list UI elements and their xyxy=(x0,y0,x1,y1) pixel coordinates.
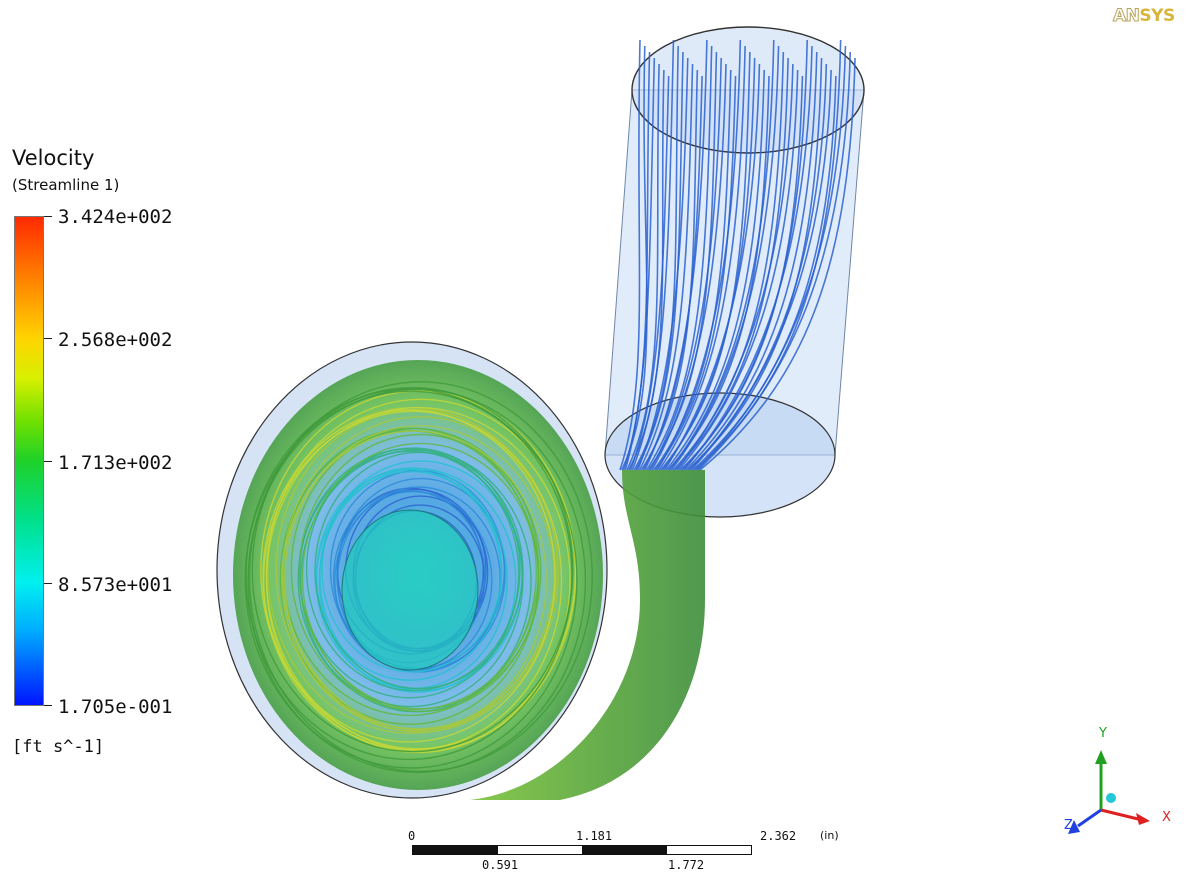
x-axis-arrow xyxy=(1100,808,1139,821)
legend-tick xyxy=(44,583,52,584)
y-axis-label: Y xyxy=(1099,726,1107,741)
inlet-streamline xyxy=(626,63,660,471)
volute-streamline xyxy=(305,447,521,692)
scale-bar xyxy=(412,845,752,855)
scale-segment xyxy=(666,846,751,854)
inlet-streamline xyxy=(695,45,847,471)
legend-tick-label: 2.568e+002 xyxy=(58,329,173,351)
volute-streamline xyxy=(336,477,506,671)
outlet-pipe xyxy=(470,470,705,800)
inlet-streamline xyxy=(651,63,727,471)
inlet-streamline xyxy=(638,63,694,471)
legend-tick xyxy=(44,461,52,462)
legend-tick xyxy=(44,338,52,339)
inlet-streamline xyxy=(674,57,789,471)
scale-label: 2.362 xyxy=(760,829,797,843)
inlet-streamline xyxy=(669,39,775,471)
scale-label: 1.772 xyxy=(668,858,705,872)
inlet-streamline xyxy=(649,57,723,471)
scale-segment xyxy=(413,846,498,854)
x-axis-label: X xyxy=(1162,810,1171,825)
legend-tick xyxy=(44,705,52,706)
z-axis-arrowhead xyxy=(1068,820,1080,834)
triad-center xyxy=(1106,793,1116,803)
inlet-streamline xyxy=(678,69,799,471)
inlet-streamline xyxy=(685,51,818,471)
inlet-streamline xyxy=(654,75,737,471)
inlet-streamline xyxy=(645,45,713,471)
volute-streamline xyxy=(248,381,593,773)
axis-triad xyxy=(1068,750,1150,834)
inlet-streamline xyxy=(690,69,832,471)
inlet-streamline xyxy=(656,39,742,471)
scale-label: 0.591 xyxy=(482,858,519,872)
volute-streamline xyxy=(244,390,578,769)
volute-streamline xyxy=(281,430,547,732)
scale-segment xyxy=(497,846,582,854)
inlet-streamline xyxy=(637,57,689,471)
legend-tick-label-min: 1.705e-001 xyxy=(58,696,173,718)
legend-tick-label-max: 3.424e+002 xyxy=(58,206,173,228)
z-axis-arrow xyxy=(1077,808,1102,828)
inlet-streamline xyxy=(670,45,780,471)
inlet-streamline xyxy=(631,39,675,471)
x-axis-arrowhead xyxy=(1136,813,1150,825)
scale-unit: (in) xyxy=(820,829,839,842)
inlet-streamline xyxy=(635,51,684,471)
volute-streamline xyxy=(247,388,587,774)
volute-streamline xyxy=(297,450,524,708)
inlet-streamline xyxy=(644,39,708,471)
inlet-streamline xyxy=(658,45,746,471)
legend-subtitle: (Streamline 1) xyxy=(12,176,120,194)
legend-title: Velocity xyxy=(12,146,95,170)
volute-streamline xyxy=(262,409,556,743)
y-axis-arrowhead xyxy=(1095,750,1107,764)
scale-label: 1.181 xyxy=(576,829,613,843)
impeller-hub xyxy=(341,509,479,671)
inlet-streamline xyxy=(624,57,656,471)
inlet-streamlines xyxy=(619,39,856,471)
color-bar xyxy=(14,216,44,706)
z-axis-label: Z xyxy=(1064,818,1073,833)
legend-unit: [ft s^-1] xyxy=(12,737,105,757)
inlet-streamline xyxy=(697,51,852,471)
legend-tick xyxy=(44,216,52,217)
ansys-logo: ANSYS xyxy=(1112,6,1175,27)
legend-tick-label: 1.713e+002 xyxy=(58,452,173,474)
inlet-streamline xyxy=(663,63,761,471)
volute-streamline xyxy=(282,416,560,731)
inlet-streamline xyxy=(665,69,766,471)
legend-tick-label: 8.573e+001 xyxy=(58,574,173,596)
inlet-streamline xyxy=(699,57,856,471)
inlet-streamline xyxy=(619,39,641,471)
inlet-streamline xyxy=(683,45,813,471)
inlet-streamline xyxy=(629,75,670,471)
scale-label: 0 xyxy=(408,829,416,843)
scale-segment xyxy=(582,846,667,854)
inlet-streamline xyxy=(676,63,794,471)
